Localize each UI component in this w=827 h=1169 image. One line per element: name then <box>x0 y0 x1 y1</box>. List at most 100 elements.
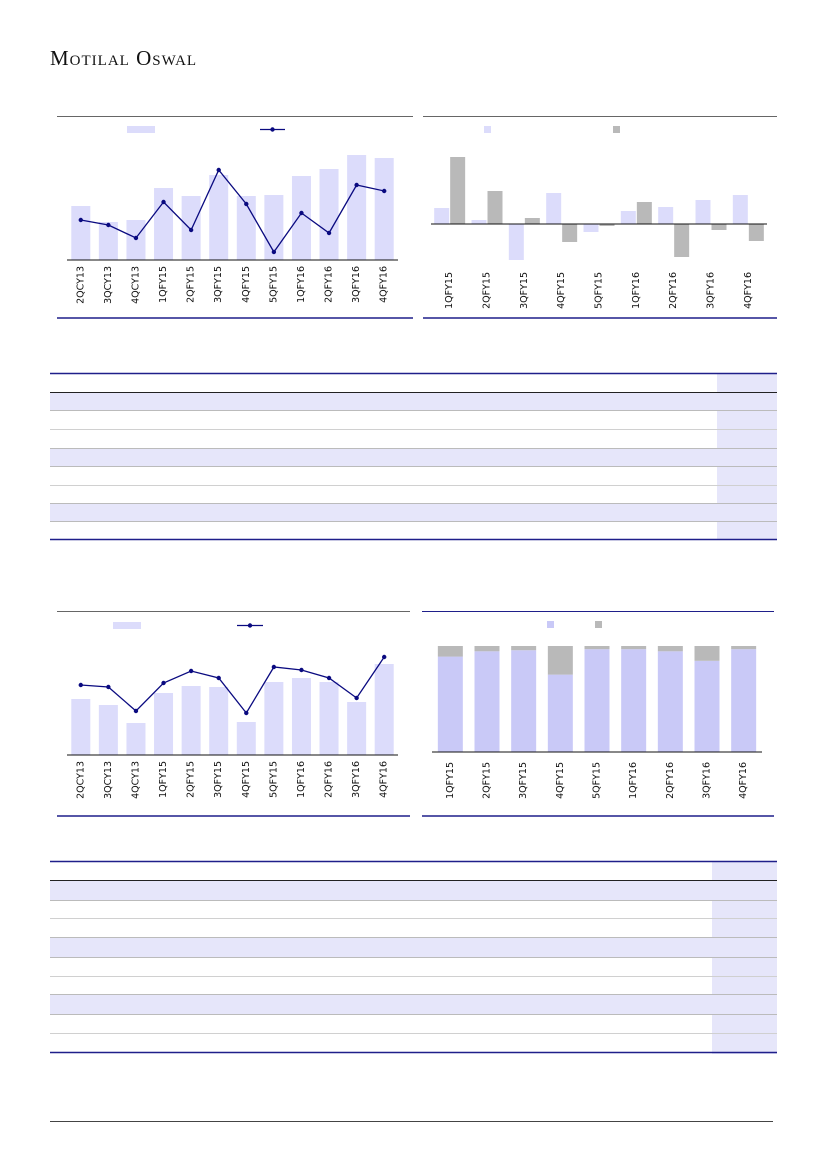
x-tick-label: 2QFY16 <box>668 272 679 309</box>
x-tick-label: 2QFY15 <box>482 762 493 799</box>
bar-segment-lower <box>694 660 720 752</box>
bar-segment-lower <box>731 649 757 752</box>
x-tick-label: 2QFY15 <box>482 272 493 309</box>
x-tick-label: 1QFY16 <box>628 762 639 799</box>
bar-segment-lower <box>511 650 537 752</box>
bar <box>732 195 748 224</box>
line-point <box>133 235 139 241</box>
x-tick-label: 5QFY15 <box>268 266 279 303</box>
x-tick-label: 3QFY16 <box>706 272 717 309</box>
bar <box>562 224 578 242</box>
table-1 <box>50 372 777 541</box>
bar <box>695 200 711 224</box>
legend-bar-swatch-2 <box>613 126 620 133</box>
bar <box>374 664 394 755</box>
bar-segment-upper <box>584 646 610 650</box>
line-point <box>326 675 332 681</box>
x-tick-label: 5QFY15 <box>592 762 603 799</box>
x-tick-label: 3QFY16 <box>702 762 713 799</box>
bar <box>181 686 201 755</box>
bar <box>347 702 367 755</box>
bar-segment-lower <box>621 649 647 752</box>
legend-bar-swatch-1 <box>484 126 491 133</box>
line-point <box>299 210 304 216</box>
x-tick-label: 3QFY15 <box>213 761 224 798</box>
bar-segment-upper <box>474 646 500 652</box>
bar-segment-upper <box>621 646 647 650</box>
chart-4-stacked-bar: 1QFY15 2QFY15 3QFY15 4QFY15 5QFY15 1QFY16 2QFY… <box>422 611 774 817</box>
line-point <box>382 188 387 194</box>
bar-segment-lower <box>474 651 500 752</box>
bar <box>126 723 146 755</box>
x-tick-label: 2QCY13 <box>75 266 86 304</box>
x-tick-label: 2QFY16 <box>324 761 335 798</box>
line-point <box>78 217 83 223</box>
line-point <box>161 680 166 686</box>
x-tick-label: 4QFY16 <box>743 272 754 309</box>
bar <box>508 224 524 260</box>
line-point <box>216 675 221 681</box>
x-tick-label: 3QFY15 <box>213 266 224 303</box>
x-tick-label: 5QFY15 <box>268 761 279 798</box>
bar <box>434 208 450 224</box>
bar <box>209 687 229 755</box>
line-point <box>244 201 249 207</box>
bar <box>583 224 599 232</box>
bar <box>658 207 674 224</box>
x-tick-label: 1QFY15 <box>158 761 169 798</box>
legend-line-marker <box>270 127 275 132</box>
highlight-column <box>717 374 777 540</box>
bar <box>319 169 339 260</box>
line-point <box>78 682 83 688</box>
x-tick-label: 3QCY13 <box>103 761 114 799</box>
bar <box>524 218 540 224</box>
bar <box>291 176 311 260</box>
line-point <box>354 695 359 701</box>
bar <box>291 678 311 755</box>
footer-rule <box>50 1121 773 1122</box>
x-tick-label: 4QFY15 <box>555 762 566 799</box>
chart-1-bar-line: 2QCY13 3QCY13 4QCY13 1QFY15 2QFY15 3QFY15 4QFY… <box>57 116 413 319</box>
bar <box>71 206 91 260</box>
x-tick-label: 3QCY13 <box>103 266 114 304</box>
bar <box>264 682 284 755</box>
bar-segment-upper <box>547 646 573 675</box>
line-point <box>299 667 304 673</box>
line-point <box>106 222 111 228</box>
line-point <box>133 708 139 714</box>
bar-segment-lower <box>547 674 573 752</box>
bar <box>154 693 174 755</box>
x-tick-label: 3QFY16 <box>351 266 362 303</box>
x-tick-label: 2QFY15 <box>186 761 197 798</box>
bar-segment-lower <box>437 656 463 752</box>
table-band-row <box>50 504 717 521</box>
x-tick-label: 4QFY15 <box>241 761 252 798</box>
table-2 <box>50 860 777 1054</box>
x-tick-label: 1QFY16 <box>296 266 307 303</box>
x-tick-label: 4QFY16 <box>379 761 390 798</box>
series-line <box>80 168 385 254</box>
legend-line-marker <box>247 623 253 628</box>
bar <box>620 211 636 224</box>
bar <box>98 705 118 755</box>
bar <box>374 158 394 260</box>
bar <box>154 188 174 260</box>
bar <box>599 224 615 226</box>
bar-segment-upper <box>731 646 757 650</box>
bar <box>674 224 690 257</box>
bar <box>319 682 339 755</box>
x-tick-label: 4QFY16 <box>738 762 749 799</box>
bar <box>347 155 367 260</box>
line-point <box>271 249 277 255</box>
bar-segment-upper <box>694 646 720 661</box>
x-tick-label: 1QFY15 <box>158 266 169 303</box>
bar <box>471 220 487 224</box>
x-tick-label: 2QCY13 <box>75 761 86 799</box>
x-tick-label: 4QCY13 <box>130 761 141 799</box>
x-tick-label: 3QFY16 <box>351 761 362 798</box>
table-band-row <box>50 393 717 410</box>
bar-segment-lower <box>657 651 683 752</box>
bar <box>546 193 562 224</box>
bar-segment-upper <box>511 646 537 651</box>
x-tick-label: 1QFY16 <box>296 761 307 798</box>
